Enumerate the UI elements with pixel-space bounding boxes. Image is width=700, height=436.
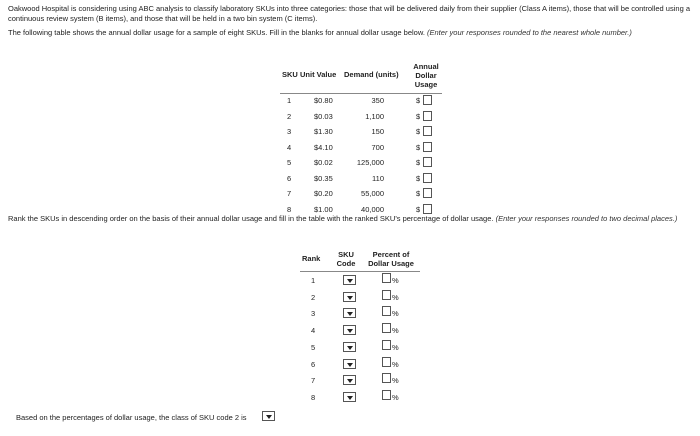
percent-sign: % <box>392 326 399 336</box>
header: Unit Value <box>300 70 337 79</box>
instruction-note: (Enter your responses rounded to the nea… <box>427 28 632 37</box>
rank: 3 <box>311 309 316 319</box>
unit-value: $0.35 <box>314 173 333 183</box>
sku-dropdown[interactable] <box>343 291 356 302</box>
currency: $ <box>416 158 421 167</box>
percent-sign: % <box>392 276 399 285</box>
header-rule <box>300 271 420 272</box>
class-dropdown[interactable] <box>262 411 275 421</box>
currency: $ <box>416 96 421 105</box>
usage-input[interactable] <box>423 110 432 121</box>
instruction-text: Rank the SKUs in descending order on the… <box>8 214 494 223</box>
sku: 7 <box>287 189 292 198</box>
percent-input[interactable] <box>382 339 391 350</box>
unit-value: $0.80 <box>314 96 333 105</box>
instruction-text: The following table shows the annual dol… <box>8 28 425 37</box>
usage-input[interactable] <box>423 141 432 152</box>
sku-dropdown[interactable] <box>343 308 356 319</box>
percent-sign: % <box>392 359 399 369</box>
currency: $ <box>416 142 421 152</box>
header: Annual Dollar Usage <box>413 62 439 89</box>
percent-input[interactable] <box>382 306 391 317</box>
rank: 4 <box>311 326 316 336</box>
demand: 40,000 <box>361 204 384 214</box>
rank: 1 <box>311 276 316 285</box>
unit-value: $1.00 <box>314 204 333 214</box>
unit-value: $4.10 <box>314 142 333 152</box>
demand: 55,000 <box>361 189 384 198</box>
final-question: Based on the percentages of dollar usage… <box>16 413 247 422</box>
instruction: Rank the SKUs in descending order on the… <box>8 214 677 223</box>
sku: 5 <box>287 158 292 167</box>
demand: 1,100 <box>365 111 384 121</box>
rank: 7 <box>311 376 316 386</box>
sku: 6 <box>287 173 292 183</box>
usage-input[interactable] <box>423 157 432 167</box>
currency: $ <box>416 189 421 198</box>
usage-input[interactable] <box>423 95 432 105</box>
currency: $ <box>416 111 421 121</box>
sku-dropdown[interactable] <box>343 375 356 386</box>
percent-sign: % <box>392 342 399 352</box>
unit-value: $0.02 <box>314 158 333 167</box>
sku-dropdown[interactable] <box>343 391 356 402</box>
header: SKU Code <box>336 250 356 268</box>
usage-input[interactable] <box>423 172 432 183</box>
rank: 6 <box>311 359 316 369</box>
unit-value: $1.30 <box>314 127 333 136</box>
intro: Oakwood Hospital is considering using AB… <box>8 4 690 23</box>
percent-input[interactable] <box>382 289 391 300</box>
header: Rank <box>302 254 321 263</box>
usage-input[interactable] <box>423 203 432 214</box>
percent-sign: % <box>392 292 399 302</box>
currency: $ <box>416 204 421 214</box>
rank: 2 <box>311 292 316 302</box>
percent-sign: % <box>392 309 399 319</box>
instruction: The following table shows the annual dol… <box>8 28 632 37</box>
percent-input[interactable] <box>382 273 391 283</box>
sku-dropdown[interactable] <box>343 358 356 369</box>
demand: 150 <box>371 127 384 136</box>
rank: 8 <box>311 392 316 402</box>
usage-input[interactable] <box>423 188 432 198</box>
sku: 2 <box>287 111 292 121</box>
header: Percent of Dollar Usage <box>368 250 414 268</box>
sku: 4 <box>287 142 292 152</box>
percent-sign: % <box>392 392 399 402</box>
sku-dropdown[interactable] <box>343 325 356 336</box>
percent-sign: % <box>392 376 399 386</box>
demand: 700 <box>371 142 384 152</box>
sku: 3 <box>287 127 292 136</box>
percent-input[interactable] <box>382 356 391 367</box>
unit-value: $0.20 <box>314 189 333 198</box>
sku-dropdown[interactable] <box>343 341 356 352</box>
demand: 125,000 <box>356 158 384 167</box>
sku: 1 <box>287 96 292 105</box>
demand: 110 <box>372 173 384 183</box>
sku-dropdown[interactable] <box>343 275 356 285</box>
percent-input[interactable] <box>382 323 391 334</box>
rank: 5 <box>311 342 316 352</box>
unit-value: $0.03 <box>314 111 333 121</box>
instruction-note: (Enter your responses rounded to two dec… <box>495 214 678 223</box>
percent-input[interactable] <box>382 389 391 400</box>
header: SKU <box>282 70 298 79</box>
sku: 8 <box>287 204 292 214</box>
currency: $ <box>416 173 421 183</box>
percent-input[interactable] <box>382 373 391 384</box>
currency: $ <box>416 127 421 136</box>
header: Demand (units) <box>344 70 399 79</box>
header-rule <box>280 93 442 94</box>
usage-input[interactable] <box>423 126 432 136</box>
demand: 350 <box>371 96 384 105</box>
